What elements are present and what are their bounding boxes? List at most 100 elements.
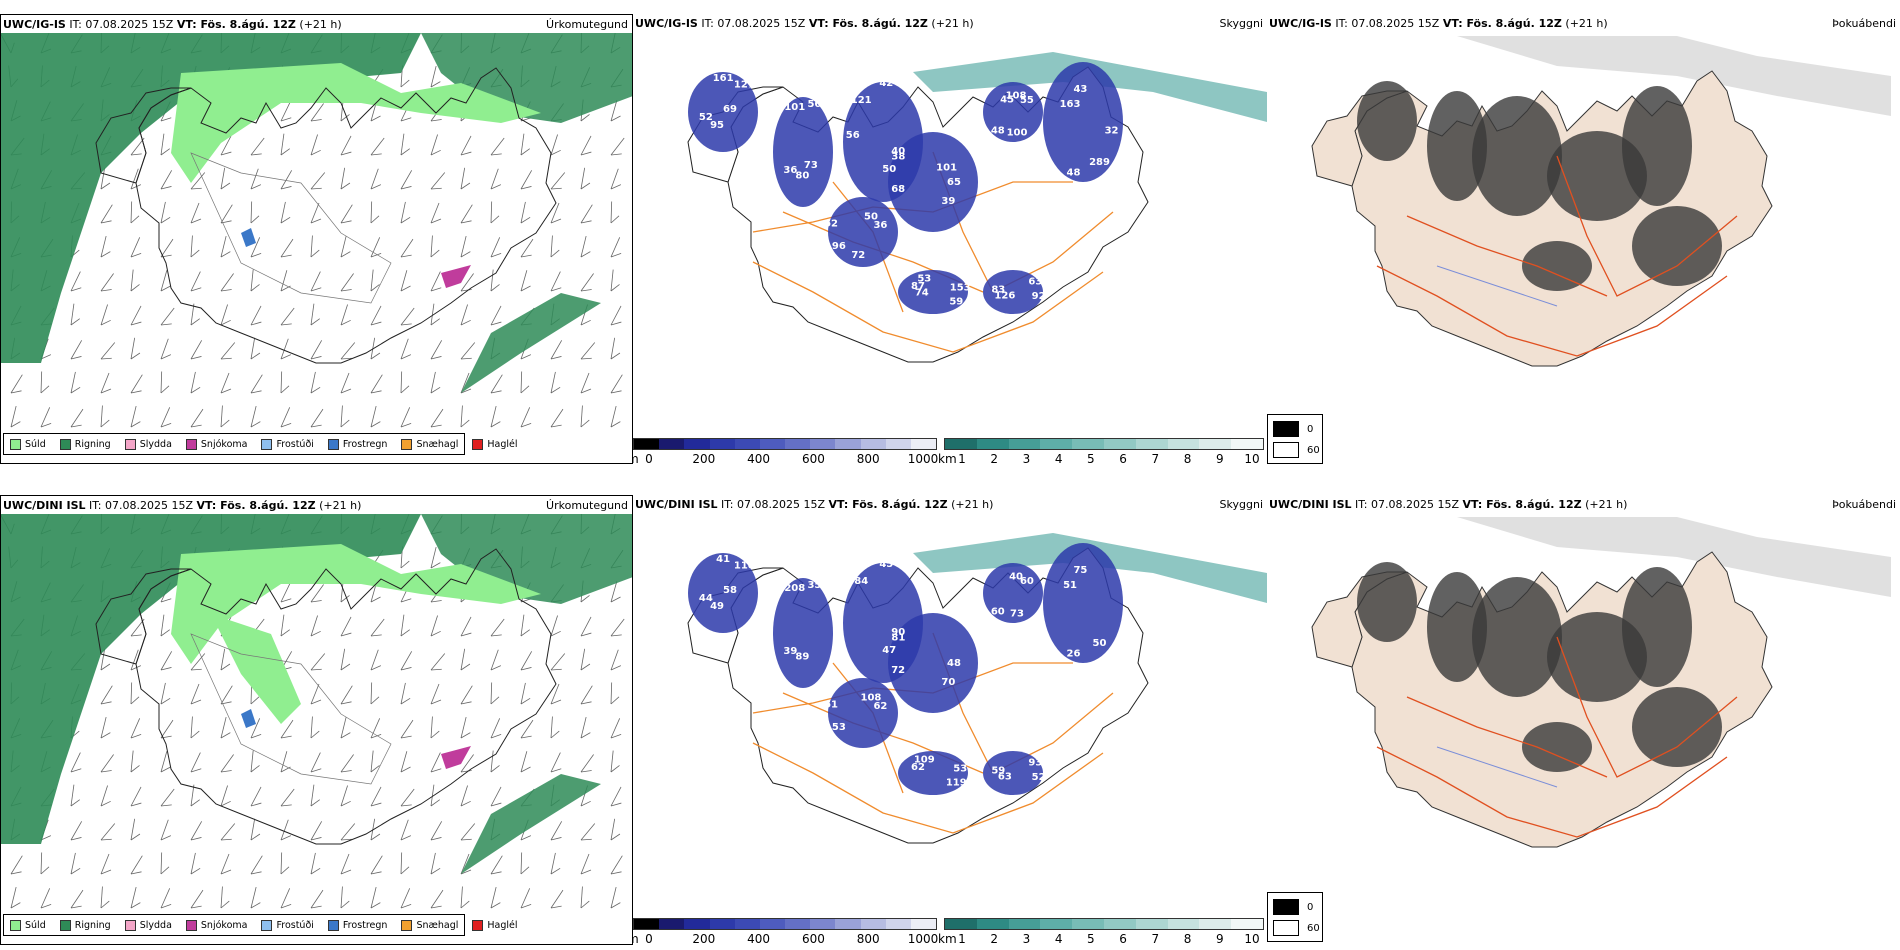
cloud-base-value-label: 44 [699, 593, 713, 604]
legend-entry: Snjókoma [185, 919, 247, 931]
cloud-base-value-label: 93 [1028, 757, 1042, 768]
cloud-base-value-label: 41 [716, 554, 730, 565]
legend-label: Súld [25, 438, 46, 450]
cloud-base-value-label: 38 [891, 152, 905, 163]
legend-label: Slydda [139, 919, 172, 931]
legend-swatch [472, 438, 484, 450]
visibility-colorbar: km 1 2 3 4 5 6 7 8 9 10 [938, 438, 1264, 464]
panel-header: UWC/IG-IS IT: 07.08.2025 15Z VT: Fös. 8.… [3, 18, 342, 31]
cloud-base-value-label: 83 [991, 284, 1005, 295]
cloud-base-value-label: 50 [882, 164, 896, 175]
cloud-base-value-label: 35 [807, 580, 821, 591]
colorbar-tick-label: 10 [1244, 932, 1260, 945]
colorbar-tick-label: 5 [1087, 452, 1095, 464]
panel-type-label: Skyggni [1219, 17, 1263, 30]
fog-legend-entry: 60 [1273, 442, 1320, 458]
colorbar-tick-label: 600 [801, 932, 825, 945]
panel-header: UWC/DINI ISL IT: 07.08.2025 15Z VT: Fös.… [635, 498, 994, 511]
cloud-base-value-label: 56 [846, 130, 860, 141]
cloud-base-value-label: 52 [1032, 772, 1046, 783]
colorbar-tick-label: 2 [990, 452, 999, 464]
fog-legend-swatch [1273, 442, 1299, 458]
colorbar-unit: km [938, 452, 957, 464]
cloud-base-value-label: 48 [1066, 167, 1080, 178]
fog-legend-swatch [1273, 421, 1299, 437]
cloud-base-value-label: 47 [882, 645, 896, 656]
fog-legend-label: 0 [1307, 423, 1314, 435]
legend-entry: Frostregn [327, 919, 388, 931]
fog-indicator-map [1267, 517, 1900, 917]
cloud-base-value-label: 96 [832, 241, 846, 252]
colorbar-tick-label: 8 [1183, 452, 1192, 464]
fog-legend-entry: 0 [1273, 421, 1313, 437]
legend-label: Haglél [487, 919, 518, 931]
dewpoint-panel-row1: UWC/IG-IS IT: 07.08.2025 15Z VT: Fös. 8.… [1267, 14, 1900, 464]
fog-legend-label: 60 [1307, 444, 1320, 456]
legend-swatch [124, 438, 136, 450]
legend-label: Slydda [139, 438, 172, 450]
cloud-base-value-label: 45 [879, 559, 893, 570]
legend-entry: Haglél [472, 919, 518, 931]
colorbar-tick-label: 1 [958, 932, 966, 945]
cloud-base-value-label: 50 [864, 212, 878, 223]
colorbar-tick-label: 7 [1151, 932, 1160, 945]
cloud-base-value-label: 68 [891, 184, 905, 195]
colorbar-unit: m [633, 932, 639, 945]
colorbar-tick-label: 200 [692, 932, 716, 945]
colorbar-tick-label: 7 [1151, 452, 1160, 464]
cloud-base-value-label: 55 [1020, 95, 1034, 106]
colorbar-tick-label: 5 [1087, 932, 1095, 945]
precip-map [1, 514, 632, 909]
precip-panel-row1: UWC/IG-IS IT: 07.08.2025 15Z VT: Fös. 8.… [0, 14, 633, 464]
legend-label: Frostregn [342, 919, 388, 931]
legend-entry: Snæhagl [401, 919, 458, 931]
colorbar-tick-label: 8 [1183, 932, 1192, 945]
cloud-base-value-label: 40 [891, 146, 905, 157]
colorbar-tick-label: 3 [1022, 452, 1031, 464]
cloud-base-value-label: 63 [998, 771, 1012, 782]
legend-label: Rigning [74, 919, 111, 931]
cloud-base-value-label: 63 [1028, 276, 1042, 287]
precip-type-legend: Súld Rigning Slydda Snjókoma Frostúði Frostre… [3, 433, 518, 455]
cloud-map: 6936423962554853925256503836484359831278… [687, 52, 1267, 363]
legend-entry: Snæhagl [401, 438, 458, 450]
cloud-base-value-label: 48 [947, 658, 961, 669]
cloud-base-value-label: 58 [723, 585, 737, 596]
colorbar-tick-label: 6 [1119, 452, 1127, 464]
cloud-base-value-label: 48 [991, 126, 1005, 137]
cloud-base-colorbar: m0 200 400 600 800 1000 [633, 918, 938, 945]
legend-entry: Frostúði [261, 919, 314, 931]
cloud-base-value-label: 108 [861, 693, 882, 704]
cloud-base-value-label: 56 [807, 99, 821, 110]
cloud-base-value-label: 51 [1063, 580, 1077, 591]
panel-header: UWC/IG-IS IT: 07.08.2025 15Z VT: Fös. 8.… [635, 17, 974, 30]
cloud-base-value-label: 75 [1073, 565, 1087, 576]
precip-map [1, 33, 632, 428]
cloud-base-value-label: 69 [723, 104, 737, 115]
legend-swatch [472, 919, 484, 931]
cloud-base-value-label: 80 [795, 170, 809, 181]
colorbar-tick-label: 6 [1119, 932, 1127, 945]
cloud-panel-row2: UWC/DINI ISL IT: 07.08.2025 15Z VT: Fös.… [633, 495, 1267, 945]
cloud-base-value-label: 100 [1007, 127, 1028, 138]
dewpoint-panel-row2: UWC/DINI ISL IT: 07.08.2025 15Z VT: Fös.… [1267, 495, 1900, 945]
cloud-base-value-label: 62 [824, 218, 838, 229]
legend-entry: Rigning [59, 438, 111, 450]
colorbar-unit: m [633, 452, 639, 464]
fog-legend-label: 60 [1307, 922, 1320, 934]
legend-swatch [185, 919, 197, 931]
panel-type-label: Skyggni [1219, 498, 1263, 511]
cloud-base-value-label: 121 [851, 95, 872, 106]
cloud-base-value-label: 65 [947, 177, 961, 188]
cloud-base-value-label: 36 [873, 220, 887, 231]
colorbar-tick-label: 10 [1244, 452, 1260, 464]
cloud-base-value-label: 208 [784, 583, 805, 594]
cloud-base-value-label: 62 [911, 762, 925, 773]
legend-label: Rigning [74, 438, 111, 450]
cloud-base-value-label: 74 [915, 288, 929, 299]
colorbar-tick-label: 0 [645, 452, 653, 464]
cloud-base-value-label: 127 [734, 80, 755, 91]
legend-label: Frostregn [342, 438, 388, 450]
cloud-base-value-label: 119 [946, 777, 967, 788]
